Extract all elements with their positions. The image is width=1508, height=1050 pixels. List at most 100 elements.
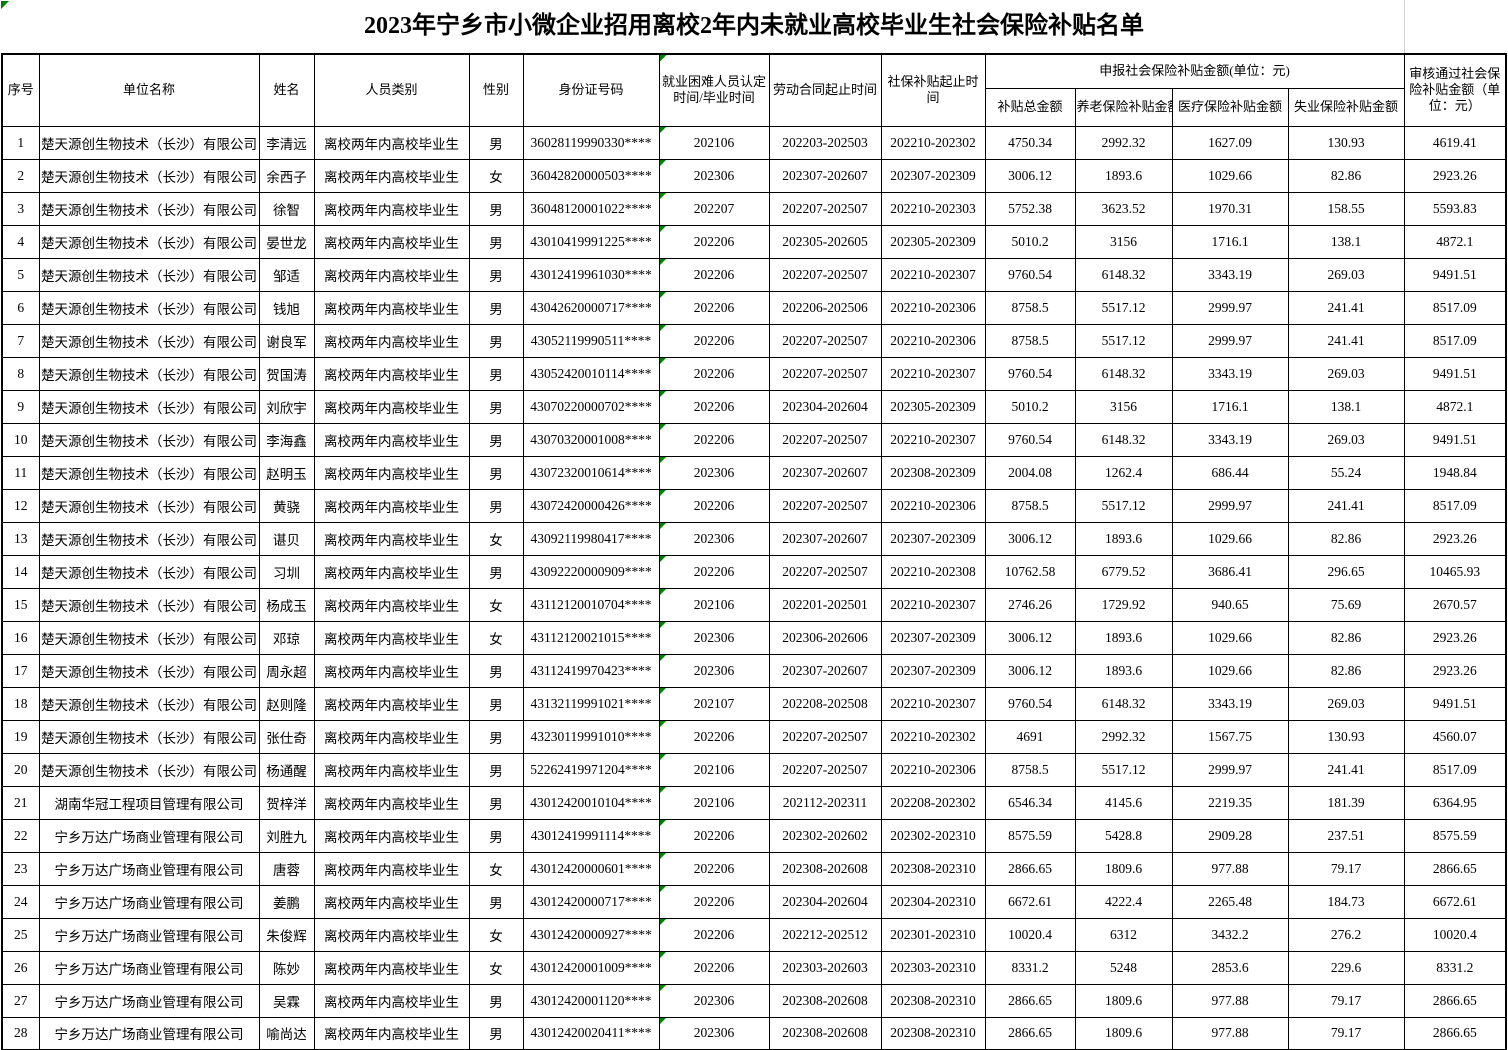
cell-subsidy-period[interactable]: 202210-202306 xyxy=(880,323,986,358)
cell-company[interactable]: 宁乡万达广场商业管理有限公司 xyxy=(38,917,260,952)
cell-total-amount[interactable]: 10762.58 xyxy=(984,554,1076,589)
cell-company[interactable]: 楚天源创生物技术（长沙）有限公司 xyxy=(38,488,260,523)
cell-medical-amount[interactable]: 1567.75 xyxy=(1171,719,1289,754)
cell-id-number[interactable]: 43132119991021**** xyxy=(522,686,660,721)
cell-company[interactable]: 楚天源创生物技术（长沙）有限公司 xyxy=(38,257,260,292)
cell-subsidy-period[interactable]: 202210-202306 xyxy=(880,488,986,523)
cell-contract-period[interactable]: 202206-202506 xyxy=(768,290,882,325)
cell-pension-amount[interactable]: 5428.8 xyxy=(1074,818,1173,853)
cell-name[interactable]: 姜鹏 xyxy=(258,884,315,919)
cell-name[interactable]: 唐蓉 xyxy=(258,851,315,886)
cell-medical-amount[interactable]: 3343.19 xyxy=(1171,257,1289,292)
cell-approved-amount[interactable]: 9491.51 xyxy=(1403,422,1507,457)
cell-pension-amount[interactable]: 5517.12 xyxy=(1074,488,1173,523)
cell-total-amount[interactable]: 2004.08 xyxy=(984,455,1076,490)
cell-name[interactable]: 刘胜九 xyxy=(258,818,315,853)
cell-index[interactable]: 1 xyxy=(1,125,40,160)
cell-recognition-time[interactable]: 202206 xyxy=(658,950,770,985)
cell-category[interactable]: 离校两年内高校毕业生 xyxy=(313,653,470,688)
cell-name[interactable]: 吴霖 xyxy=(258,983,315,1018)
cell-pension-amount[interactable]: 5517.12 xyxy=(1074,290,1173,325)
cell-gender[interactable]: 男 xyxy=(468,653,524,688)
cell-approved-amount[interactable]: 4619.41 xyxy=(1403,125,1507,160)
cell-name[interactable]: 刘欣宇 xyxy=(258,389,315,424)
cell-subsidy-period[interactable]: 202307-202309 xyxy=(880,158,986,193)
cell-id-number[interactable]: 43112120021015**** xyxy=(522,620,660,655)
cell-id-number[interactable]: 43012420000927**** xyxy=(522,917,660,952)
cell-name[interactable]: 晏世龙 xyxy=(258,224,315,259)
cell-recognition-time[interactable]: 202207 xyxy=(658,191,770,226)
cell-total-amount[interactable]: 2866.65 xyxy=(984,851,1076,886)
cell-contract-period[interactable]: 202207-202507 xyxy=(768,719,882,754)
cell-subsidy-period[interactable]: 202210-202307 xyxy=(880,422,986,457)
cell-company[interactable]: 楚天源创生物技术（长沙）有限公司 xyxy=(38,158,260,193)
cell-pension-amount[interactable]: 3623.52 xyxy=(1074,191,1173,226)
cell-approved-amount[interactable]: 1948.84 xyxy=(1403,455,1507,490)
cell-total-amount[interactable]: 8758.5 xyxy=(984,752,1076,787)
cell-gender[interactable]: 男 xyxy=(468,389,524,424)
cell-company[interactable]: 楚天源创生物技术（长沙）有限公司 xyxy=(38,191,260,226)
cell-index[interactable]: 16 xyxy=(1,620,40,655)
cell-gender[interactable]: 男 xyxy=(468,785,524,820)
col-header-approved-amount[interactable]: 审核通过社会保险补贴金额（单位：元） xyxy=(1403,53,1507,127)
cell-unemployment-amount[interactable]: 181.39 xyxy=(1287,785,1405,820)
cell-id-number[interactable]: 43230119991010**** xyxy=(522,719,660,754)
cell-approved-amount[interactable]: 8517.09 xyxy=(1403,290,1507,325)
cell-name[interactable]: 谢良军 xyxy=(258,323,315,358)
cell-contract-period[interactable]: 202207-202507 xyxy=(768,752,882,787)
cell-approved-amount[interactable]: 4872.1 xyxy=(1403,224,1507,259)
cell-contract-period[interactable]: 202308-202608 xyxy=(768,1016,882,1050)
cell-total-amount[interactable]: 9760.54 xyxy=(984,686,1076,721)
cell-approved-amount[interactable]: 2866.65 xyxy=(1403,983,1507,1018)
cell-gender[interactable]: 男 xyxy=(468,356,524,391)
cell-recognition-time[interactable]: 202206 xyxy=(658,290,770,325)
cell-total-amount[interactable]: 2866.65 xyxy=(984,983,1076,1018)
cell-recognition-time[interactable]: 202206 xyxy=(658,257,770,292)
cell-company[interactable]: 楚天源创生物技术（长沙）有限公司 xyxy=(38,653,260,688)
cell-index[interactable]: 22 xyxy=(1,818,40,853)
cell-gender[interactable]: 男 xyxy=(468,983,524,1018)
cell-company[interactable]: 楚天源创生物技术（长沙）有限公司 xyxy=(38,422,260,457)
cell-unemployment-amount[interactable]: 130.93 xyxy=(1287,719,1405,754)
cell-recognition-time[interactable]: 202106 xyxy=(658,785,770,820)
cell-medical-amount[interactable]: 686.44 xyxy=(1171,455,1289,490)
cell-contract-period[interactable]: 202302-202602 xyxy=(768,818,882,853)
cell-index[interactable]: 26 xyxy=(1,950,40,985)
cell-total-amount[interactable]: 10020.4 xyxy=(984,917,1076,952)
cell-index[interactable]: 2 xyxy=(1,158,40,193)
cell-unemployment-amount[interactable]: 269.03 xyxy=(1287,257,1405,292)
cell-subsidy-period[interactable]: 202308-202310 xyxy=(880,851,986,886)
cell-unemployment-amount[interactable]: 75.69 xyxy=(1287,587,1405,622)
cell-total-amount[interactable]: 3006.12 xyxy=(984,158,1076,193)
cell-name[interactable]: 杨成玉 xyxy=(258,587,315,622)
cell-gender[interactable]: 男 xyxy=(468,884,524,919)
cell-contract-period[interactable]: 202203-202503 xyxy=(768,125,882,160)
cell-contract-period[interactable]: 202306-202606 xyxy=(768,620,882,655)
cell-name[interactable]: 陈妙 xyxy=(258,950,315,985)
page-title[interactable]: 2023年宁乡市小微企业招用离校2年内未就业高校毕业生社会保险补贴名单 xyxy=(364,13,1144,39)
cell-subsidy-period[interactable]: 202303-202310 xyxy=(880,950,986,985)
cell-gender[interactable]: 男 xyxy=(468,818,524,853)
cell-subsidy-period[interactable]: 202210-202307 xyxy=(880,257,986,292)
cell-recognition-time[interactable]: 202106 xyxy=(658,125,770,160)
col-header-recognition-time[interactable]: 就业困难人员认定时间/毕业时间 xyxy=(658,53,770,127)
cell-contract-period[interactable]: 202304-202604 xyxy=(768,884,882,919)
cell-name[interactable]: 张仕奇 xyxy=(258,719,315,754)
cell-medical-amount[interactable]: 2853.6 xyxy=(1171,950,1289,985)
cell-approved-amount[interactable]: 2866.65 xyxy=(1403,1016,1507,1050)
cell-category[interactable]: 离校两年内高校毕业生 xyxy=(313,851,470,886)
cell-company[interactable]: 楚天源创生物技术（长沙）有限公司 xyxy=(38,620,260,655)
cell-pension-amount[interactable]: 3156 xyxy=(1074,389,1173,424)
cell-index[interactable]: 12 xyxy=(1,488,40,523)
cell-category[interactable]: 离校两年内高校毕业生 xyxy=(313,455,470,490)
cell-company[interactable]: 楚天源创生物技术（长沙）有限公司 xyxy=(38,521,260,556)
cell-id-number[interactable]: 43012420010104**** xyxy=(522,785,660,820)
cell-company[interactable]: 楚天源创生物技术（长沙）有限公司 xyxy=(38,686,260,721)
cell-subsidy-period[interactable]: 202307-202309 xyxy=(880,653,986,688)
cell-recognition-time[interactable]: 202306 xyxy=(658,1016,770,1050)
cell-name[interactable]: 谌贝 xyxy=(258,521,315,556)
cell-index[interactable]: 24 xyxy=(1,884,40,919)
cell-index[interactable]: 21 xyxy=(1,785,40,820)
cell-pension-amount[interactable]: 1893.6 xyxy=(1074,158,1173,193)
cell-index[interactable]: 6 xyxy=(1,290,40,325)
